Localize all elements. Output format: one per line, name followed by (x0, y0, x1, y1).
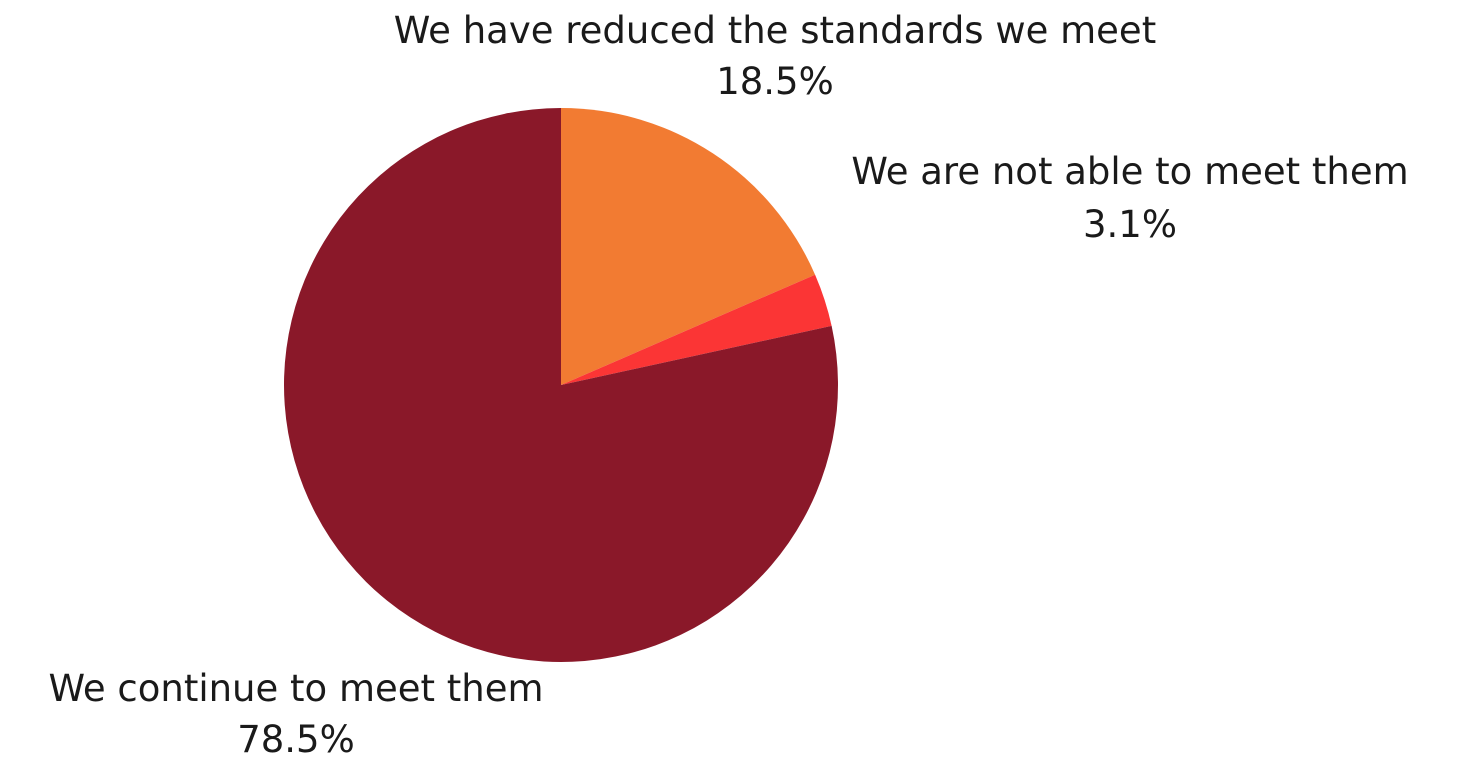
slice-value-not-able: 3.1% (1083, 203, 1177, 246)
slice-continue (284, 108, 838, 663)
slice-label-continue: We continue to meet them (48, 667, 543, 710)
slice-not-able (561, 274, 832, 385)
slice-reduced (561, 108, 816, 385)
pie-slices (284, 108, 838, 663)
slice-value-continue: 78.5% (237, 718, 355, 757)
slice-label-not-able: We are not able to meet them (851, 150, 1408, 193)
slice-value-reduced: 18.5% (716, 60, 834, 103)
slice-label-reduced: We have reduced the standards we meet (394, 9, 1156, 52)
